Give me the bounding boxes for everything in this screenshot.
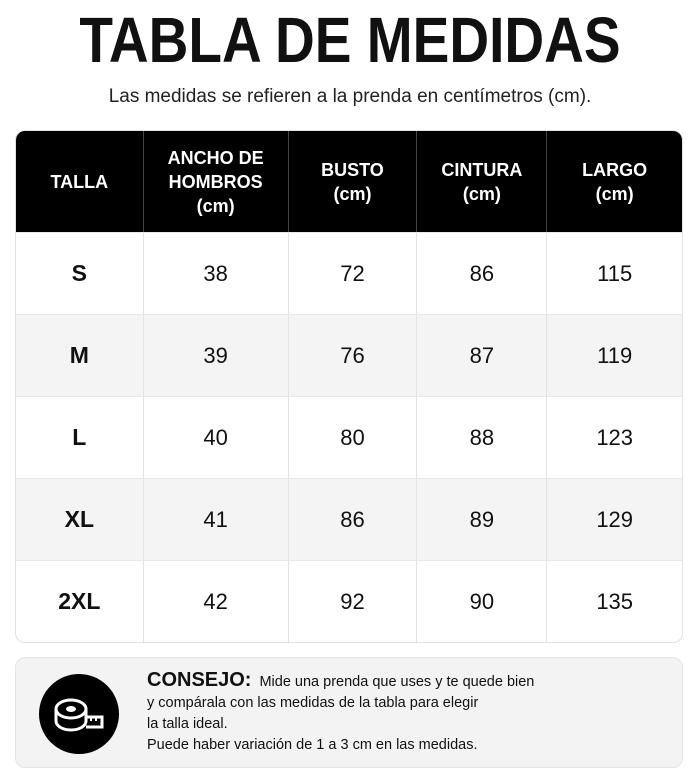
subtitle: Las medidas se refieren a la prenda en c… bbox=[108, 86, 592, 107]
column-header: ANCHO DE HOMBROS (cm) bbox=[143, 131, 289, 232]
table-row: M 39 76 87 119 bbox=[16, 314, 682, 396]
value-cell: 76 bbox=[288, 314, 418, 396]
value-cell: 88 bbox=[417, 396, 548, 478]
tip-text: CONSEJO: Mide una prenda que uses y te qu… bbox=[147, 670, 667, 756]
value-cell: 38 bbox=[143, 232, 289, 314]
size-cell: L bbox=[16, 396, 144, 478]
tip-label: CONSEJO: bbox=[147, 669, 252, 691]
size-cell: S bbox=[16, 232, 144, 314]
value-cell: 115 bbox=[547, 232, 682, 314]
title: TABLA DE MEDIDAS bbox=[79, 4, 621, 76]
column-header: TALLA bbox=[16, 131, 144, 232]
value-cell: 92 bbox=[288, 560, 418, 642]
value-cell: 41 bbox=[143, 478, 289, 560]
tip-body: Mide una prenda que uses y te quede bien… bbox=[147, 674, 535, 732]
value-cell: 135 bbox=[547, 560, 682, 642]
tip-box: CONSEJO: Mide una prenda que uses y te qu… bbox=[15, 657, 683, 768]
tip-note: Puede haber variación de 1 a 3 cm en las… bbox=[147, 737, 478, 753]
value-cell: 40 bbox=[143, 396, 289, 478]
value-cell: 123 bbox=[547, 396, 682, 478]
size-cell: XL bbox=[16, 478, 144, 560]
column-header: LARGO (cm) bbox=[547, 131, 682, 232]
size-cell: M bbox=[16, 314, 144, 396]
value-cell: 86 bbox=[288, 478, 418, 560]
value-cell: 90 bbox=[417, 560, 548, 642]
value-cell: 129 bbox=[547, 478, 682, 560]
table-row: S 38 72 86 115 bbox=[16, 232, 682, 314]
size-table: TALLA ANCHO DE HOMBROS (cm) BUSTO (cm) CINT… bbox=[15, 130, 683, 643]
tape-icon bbox=[39, 674, 119, 754]
column-header: CINTURA (cm) bbox=[417, 131, 548, 232]
value-cell: 87 bbox=[417, 314, 548, 396]
value-cell: 42 bbox=[143, 560, 289, 642]
table-row: 2XL 42 92 90 135 bbox=[16, 560, 682, 642]
value-cell: 86 bbox=[417, 232, 548, 314]
value-cell: 119 bbox=[547, 314, 682, 396]
table-row: XL 41 86 89 129 bbox=[16, 478, 682, 560]
value-cell: 72 bbox=[288, 232, 418, 314]
size-cell: 2XL bbox=[16, 560, 144, 642]
value-cell: 80 bbox=[288, 396, 418, 478]
column-header: BUSTO (cm) bbox=[288, 131, 418, 232]
value-cell: 89 bbox=[417, 478, 548, 560]
value-cell: 39 bbox=[143, 314, 289, 396]
table-row: L 40 80 88 123 bbox=[16, 396, 682, 478]
